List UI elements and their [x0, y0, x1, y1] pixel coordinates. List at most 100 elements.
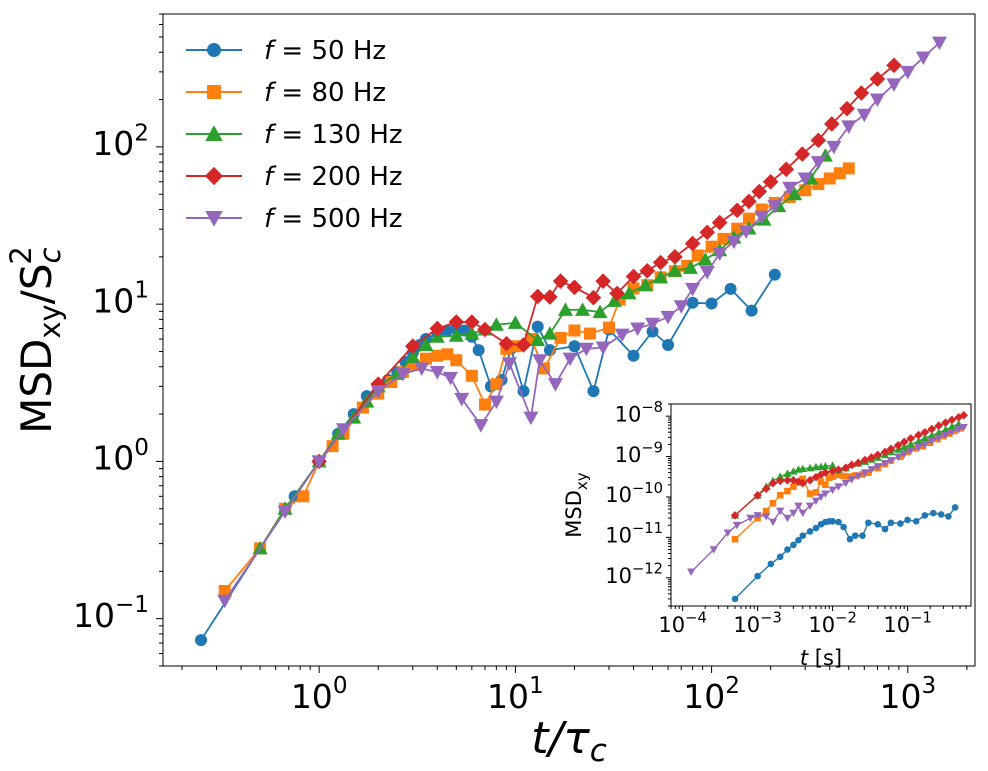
- legend-label: f = 80 Hz: [264, 78, 386, 108]
- data-point: [441, 324, 454, 337]
- data-point: [587, 385, 600, 398]
- data-point: [937, 511, 945, 518]
- data-point: [465, 369, 478, 382]
- data-point: [542, 326, 558, 340]
- data-point: [797, 172, 813, 186]
- data-point: [709, 546, 718, 554]
- data-point: [686, 296, 699, 309]
- data-point: [682, 260, 698, 274]
- data-point: [645, 317, 661, 332]
- data-point: [934, 421, 944, 431]
- data-point: [914, 437, 923, 445]
- data-point: [941, 431, 950, 440]
- data-point: [776, 507, 785, 516]
- inset-x-axis-label: t [s]: [800, 646, 842, 670]
- data-point: [841, 479, 850, 488]
- data-point: [906, 447, 915, 455]
- data-point: [829, 517, 836, 525]
- data-point: [851, 532, 859, 539]
- data-point: [873, 463, 882, 471]
- data-point: [886, 57, 902, 74]
- data-point: [585, 289, 602, 306]
- data-point: [783, 469, 792, 477]
- data-point: [840, 472, 847, 480]
- data-point: [515, 337, 532, 353]
- data-point: [867, 466, 876, 474]
- data-point: [805, 502, 815, 511]
- data-point: [768, 518, 778, 527]
- data-point: [595, 341, 611, 356]
- data-point: [685, 282, 701, 297]
- data-point: [894, 453, 903, 462]
- data-point: [854, 472, 863, 481]
- data-point: [841, 463, 851, 472]
- data-point: [429, 366, 445, 380]
- data-point: [805, 475, 815, 485]
- data-point: [768, 268, 781, 281]
- data-point: [751, 183, 768, 200]
- data-point: [873, 450, 883, 460]
- data-point: [218, 584, 231, 597]
- data-point: [783, 514, 792, 523]
- data-point: [900, 443, 909, 451]
- data-point: [454, 392, 470, 407]
- data-point: [816, 493, 826, 502]
- data-point: [869, 93, 885, 108]
- data-point: [621, 285, 637, 300]
- inset-plot: 10−4 10−3 10−2 10−110−1210−1110−1010−910−8 …: [562, 399, 972, 670]
- data-point: [450, 354, 463, 367]
- data-point: [841, 120, 857, 134]
- data-point: [865, 469, 872, 476]
- data-point: [531, 320, 544, 333]
- data-point: [847, 476, 856, 484]
- data-point: [880, 460, 890, 468]
- data-point: [931, 36, 947, 51]
- data-point: [552, 273, 569, 289]
- data-point: [738, 225, 754, 239]
- data-point: [723, 529, 732, 537]
- data-point: [927, 437, 936, 446]
- data-point: [731, 595, 739, 603]
- data-point: [490, 378, 503, 391]
- data-point: [920, 441, 930, 449]
- data-point: [834, 465, 843, 475]
- data-point: [673, 300, 689, 314]
- data-point: [776, 553, 784, 561]
- series-500hz: [217, 36, 947, 609]
- data-point: [741, 193, 757, 210]
- data-point: [823, 172, 836, 185]
- data-point: [464, 314, 480, 330]
- data-point: [478, 398, 491, 411]
- data-point: [311, 455, 327, 469]
- data-point: [418, 337, 434, 351]
- data-point: [464, 326, 480, 340]
- data-point: [887, 519, 895, 527]
- data-point: [920, 427, 930, 437]
- data-point: [812, 524, 820, 532]
- data-point: [507, 315, 523, 329]
- data-point: [921, 512, 929, 519]
- data-point: [959, 424, 968, 432]
- inset-series: [687, 411, 969, 603]
- data-point: [914, 443, 923, 452]
- legend-marker: [207, 85, 221, 99]
- data-point: [517, 385, 530, 398]
- data-point: [429, 320, 446, 337]
- data-point: [782, 181, 798, 196]
- data-point: [297, 490, 310, 503]
- data-point: [554, 331, 567, 344]
- data-point: [934, 428, 943, 436]
- data-point: [472, 344, 485, 357]
- data-point: [627, 349, 640, 362]
- data-point: [578, 342, 594, 357]
- data-point: [414, 362, 430, 376]
- legend-label: f = 200 Hz: [264, 162, 403, 192]
- data-point: [828, 466, 837, 476]
- data-point: [753, 490, 762, 500]
- data-point: [729, 202, 745, 219]
- data-point: [625, 268, 642, 285]
- data-point: [959, 411, 969, 420]
- data-point: [859, 532, 866, 539]
